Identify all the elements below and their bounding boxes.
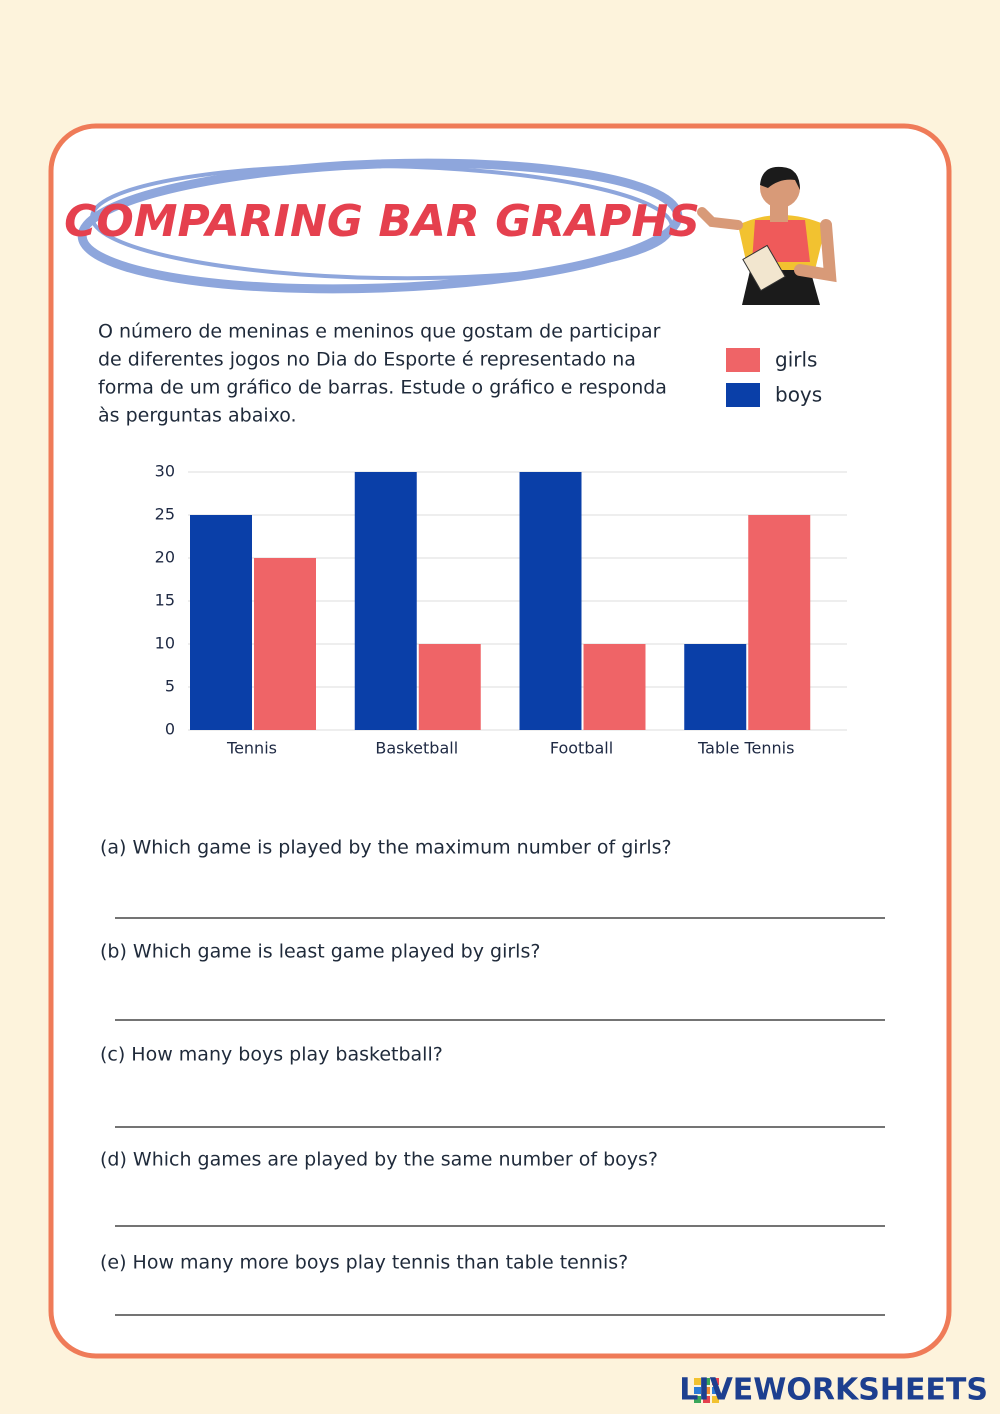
bar	[354, 472, 417, 730]
legend-swatch	[726, 383, 760, 407]
footer: LIVEWORKSHEETS	[679, 1373, 988, 1408]
intro-line: forma de um gráfico de barras. Estude o …	[98, 377, 667, 399]
y-tick-label: 15	[155, 591, 175, 610]
y-tick-label: 20	[155, 548, 175, 567]
question: (d) Which games are played by the same n…	[100, 1149, 658, 1171]
y-tick-label: 5	[165, 677, 175, 696]
y-tick-label: 30	[155, 462, 175, 481]
card	[48, 123, 952, 1359]
bar-chart: 0 5 10 15 20 25 30 Tennis Basketball Football Tabl…	[155, 462, 847, 758]
bar	[190, 515, 252, 730]
question: (c) How many boys play basketball?	[100, 1044, 443, 1066]
x-tick-label: Football	[550, 739, 613, 758]
y-tick-label: 0	[165, 720, 175, 739]
x-tick-label: Basketball	[375, 739, 458, 758]
x-tick-label: Tennis	[226, 739, 277, 758]
question: (e) How many more boys play tennis than …	[100, 1252, 628, 1274]
question: (b) Which game is least game played by g…	[100, 941, 540, 963]
legend: girls boys	[726, 348, 822, 407]
intro-line: de diferentes jogos no Dia do Esporte é …	[98, 349, 636, 371]
teacher-illustration	[697, 166, 837, 305]
footer-logo	[694, 1378, 719, 1403]
legend-swatch	[726, 348, 760, 372]
legend-label: boys	[775, 383, 822, 407]
intro-line: às perguntas abaixo.	[98, 405, 297, 427]
y-tick-label: 25	[155, 505, 175, 524]
bar	[684, 644, 747, 730]
title: COMPARING BAR GRAPHS	[64, 196, 700, 247]
intro: O número de meninas e meninos que gostam…	[98, 321, 667, 427]
questions: (a) Which game is played by the maximum …	[100, 837, 885, 1316]
x-tick-label: Table Tennis	[697, 739, 794, 758]
intro-line: O número de meninas e meninos que gostam…	[98, 321, 661, 343]
bar	[748, 515, 811, 730]
bar	[418, 644, 481, 730]
bar	[254, 558, 316, 730]
title-oval	[90, 163, 674, 281]
bar	[583, 644, 646, 730]
question: (a) Which game is played by the maximum …	[100, 837, 672, 859]
legend-label: girls	[775, 348, 817, 372]
y-tick-label: 10	[155, 634, 175, 653]
bar	[519, 472, 582, 730]
